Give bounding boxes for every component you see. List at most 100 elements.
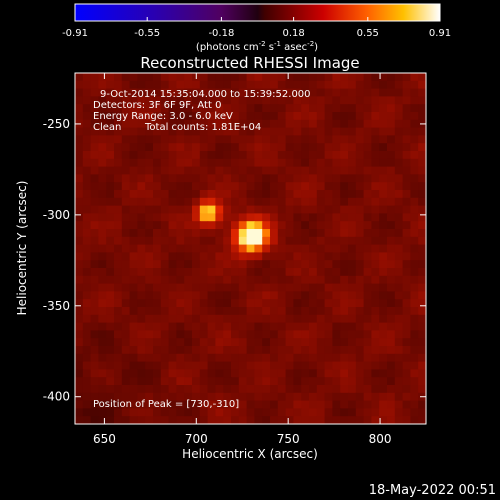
heatmap-cell	[254, 127, 263, 136]
heatmap-cell	[309, 221, 318, 230]
heatmap-cell	[199, 213, 209, 222]
heatmap-cell	[199, 408, 209, 417]
heatmap-cell	[90, 307, 99, 316]
heatmap-cell	[324, 104, 333, 113]
heatmap-cell	[402, 73, 411, 82]
heatmap-cell	[153, 213, 162, 222]
plot-frame	[74, 72, 427, 425]
heatmap-cell	[199, 260, 209, 269]
heatmap-cell	[137, 392, 146, 402]
heatmap-cell	[402, 190, 411, 199]
heatmap-cell	[262, 119, 271, 129]
heatmap-cell	[176, 392, 185, 402]
heatmap-cell	[371, 236, 380, 246]
heatmap-cell	[316, 205, 326, 214]
heatmap-cell	[106, 158, 115, 168]
heatmap-cell	[168, 80, 177, 90]
heatmap-cell	[176, 346, 185, 355]
heatmap-cell	[277, 252, 287, 261]
heatmap-cell	[98, 299, 107, 308]
heatmap-cell	[402, 369, 411, 378]
heatmap-cell	[387, 112, 396, 121]
heatmap-cell	[114, 229, 123, 238]
heatmap-cell	[309, 260, 318, 269]
heatmap-cell	[270, 283, 279, 292]
heatmap-cell	[332, 314, 341, 324]
heatmap-cell	[371, 260, 380, 269]
heatmap-cell	[379, 244, 388, 253]
heatmap-cell	[238, 119, 248, 129]
heatmap-cell	[137, 88, 146, 97]
heatmap-cell	[410, 392, 419, 402]
heatmap-cell	[231, 400, 240, 409]
heatmap-cell	[402, 244, 411, 253]
heatmap-cell	[246, 88, 255, 97]
heatmap-cell	[254, 314, 263, 324]
heatmap-cell	[254, 229, 263, 238]
heatmap-cell	[363, 96, 372, 105]
heatmap-cell	[301, 353, 310, 363]
heatmap-cell	[262, 104, 271, 113]
heatmap-cell	[145, 322, 154, 331]
heatmap-cell	[129, 213, 138, 222]
heatmap-image	[75, 73, 426, 424]
heatmap-cell	[176, 213, 185, 222]
heatmap-cell	[207, 408, 216, 417]
heatmap-cell	[293, 314, 302, 324]
heatmap-cell	[184, 385, 193, 394]
heatmap-cell	[121, 80, 131, 90]
heatmap-cell	[402, 158, 411, 168]
heatmap-cell	[270, 158, 279, 168]
heatmap-cell	[348, 73, 357, 82]
heatmap-cell	[176, 377, 185, 386]
heatmap-cell	[363, 314, 372, 324]
heatmap-cell	[348, 221, 357, 230]
heatmap-cell	[394, 408, 404, 417]
heatmap-cell	[82, 283, 92, 292]
heatmap-cell	[410, 283, 419, 292]
heatmap-cell	[199, 166, 209, 175]
heatmap-cell	[82, 244, 92, 253]
heatmap-cell	[207, 346, 216, 355]
heatmap-cell	[301, 268, 310, 277]
heatmap-cell	[90, 112, 99, 121]
heatmap-cell	[106, 377, 115, 386]
heatmap-cell	[184, 221, 193, 230]
heatmap-cell	[145, 236, 154, 246]
heatmap-cell	[324, 190, 333, 199]
heatmap-cell	[348, 166, 357, 175]
colorbar-tick-label: 0.55	[357, 28, 379, 39]
heatmap-cell	[348, 385, 357, 394]
heatmap-cell	[301, 213, 310, 222]
heatmap-cell	[160, 190, 170, 199]
heatmap-cell	[332, 112, 341, 121]
heatmap-cell	[223, 244, 232, 253]
heatmap-cell	[418, 283, 426, 292]
heatmap-cell	[348, 104, 357, 113]
heatmap-cell	[371, 416, 380, 424]
heatmap-cell	[246, 229, 255, 238]
heatmap-cell	[270, 205, 279, 214]
heatmap-cell	[90, 73, 99, 82]
heatmap-cell	[285, 158, 294, 168]
heatmap-cell	[114, 268, 123, 277]
heatmap-cell	[363, 361, 372, 370]
heatmap-cell	[262, 190, 271, 199]
heatmap-cell	[293, 80, 302, 90]
heatmap-cell	[168, 260, 177, 269]
heatmap-cell	[75, 369, 84, 378]
heatmap-cell	[231, 236, 240, 246]
heatmap-cell	[410, 346, 419, 355]
heatmap-cell	[90, 127, 99, 136]
heatmap-cell	[340, 151, 349, 160]
heatmap-cell	[106, 213, 115, 222]
heatmap-cell	[316, 252, 326, 261]
heatmap-cell	[192, 408, 201, 417]
heatmap-cell	[394, 135, 404, 144]
heatmap-cell	[309, 268, 318, 277]
heatmap-cell	[418, 166, 426, 175]
heatmap-cell	[285, 291, 294, 300]
heatmap-cell	[168, 88, 177, 97]
heatmap-cell	[394, 369, 404, 378]
heatmap-cell	[160, 197, 170, 207]
